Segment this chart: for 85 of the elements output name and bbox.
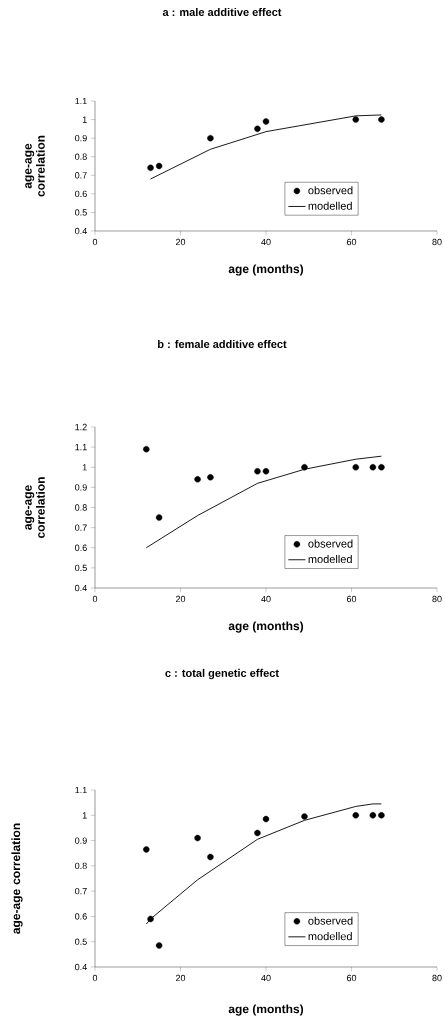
y-tick-label: 1.2 <box>75 423 87 431</box>
line-series <box>145 455 382 549</box>
x-tick-label: 60 <box>346 974 357 982</box>
legend-label: observed <box>308 916 353 925</box>
point <box>194 834 201 842</box>
x-tick-label: 80 <box>432 595 442 603</box>
y-tick-label: 0.5 <box>75 564 87 572</box>
point <box>262 815 270 823</box>
y-tick-label: 0.7 <box>75 524 87 531</box>
point <box>262 118 270 125</box>
point <box>155 162 163 170</box>
x-tick-label: 20 <box>175 238 186 246</box>
y-axis-title: age-age correlation <box>25 135 45 197</box>
x-tick-label: 40 <box>261 595 271 603</box>
point <box>207 853 214 861</box>
point <box>143 846 150 853</box>
y-tick-label: 0.4 <box>75 584 87 592</box>
point <box>378 116 385 123</box>
point <box>254 125 261 133</box>
y-tick-label: 1 <box>82 116 87 123</box>
point <box>147 915 154 923</box>
point <box>147 164 154 172</box>
point <box>378 464 385 471</box>
x-tick-label: 0 <box>92 974 98 982</box>
point <box>352 812 359 819</box>
legend-label: modelled <box>308 201 352 210</box>
point <box>155 514 163 521</box>
point <box>143 445 150 453</box>
y-tick-label: 1.1 <box>75 97 87 105</box>
legend-label: modelled <box>308 932 352 941</box>
y-axis-title: age-age correlation <box>25 477 45 539</box>
x-tick-label: 0 <box>92 595 98 603</box>
x-tick-label: 80 <box>432 238 442 246</box>
point <box>369 464 377 471</box>
point <box>155 942 163 949</box>
chart-title: b : female additive effect <box>158 339 287 349</box>
y-tick-label: 0.9 <box>75 134 87 142</box>
y-tick-label: 0.7 <box>75 887 87 895</box>
legend-label: modelled <box>308 555 352 564</box>
point <box>262 468 270 475</box>
y-tick-label: 0.5 <box>75 938 87 945</box>
legend-label: observed <box>308 539 353 548</box>
y-tick-label: 0.4 <box>75 227 87 235</box>
x-tick-label: 60 <box>346 595 357 603</box>
x-tick-label: 80 <box>432 974 442 982</box>
y-tick-label: 0.6 <box>75 913 87 920</box>
point <box>254 468 261 475</box>
x-tick-label: 20 <box>175 595 186 603</box>
y-tick-label: 0.8 <box>75 504 87 511</box>
point <box>301 813 308 820</box>
y-tick-label: 0.7 <box>75 172 87 179</box>
y-tick-label: 1 <box>82 812 87 819</box>
point <box>352 464 359 471</box>
x-tick-label: 0 <box>92 238 98 246</box>
legend-label: observed <box>308 186 353 195</box>
line-series <box>145 803 382 925</box>
x-tick-label: 60 <box>346 238 357 246</box>
x-tick-label: 40 <box>261 974 271 982</box>
y-tick-label: 0.4 <box>75 963 87 971</box>
y-tick-label: 0.8 <box>75 862 87 870</box>
y-tick-label: 1 <box>82 464 87 471</box>
point <box>194 476 201 483</box>
x-tick-label: 40 <box>261 238 271 246</box>
y-tick-label: 0.8 <box>75 153 87 160</box>
x-axis-title: age (months) <box>228 621 304 633</box>
point <box>207 474 214 481</box>
y-tick-label: 1.1 <box>75 444 87 451</box>
point <box>254 829 261 837</box>
y-tick-label: 0.6 <box>75 544 87 551</box>
y-axis-title: age-age correlation <box>11 823 23 934</box>
y-tick-label: 0.5 <box>75 209 87 216</box>
chart-title: c : total genetic effect <box>165 668 279 680</box>
point <box>378 812 385 819</box>
point <box>352 116 359 123</box>
x-tick-label: 20 <box>175 974 186 982</box>
point <box>207 134 214 142</box>
point <box>369 812 377 819</box>
y-tick-label: 0.9 <box>75 837 87 844</box>
y-tick-label: 0.6 <box>75 190 87 198</box>
x-axis-title: age (months) <box>228 1004 304 1016</box>
y-tick-label: 1.1 <box>75 786 87 794</box>
y-tick-label: 0.9 <box>75 484 87 491</box>
chart-title: a : male additive effect <box>162 7 282 17</box>
x-axis-title: age (months) <box>228 264 304 276</box>
point <box>301 464 308 471</box>
